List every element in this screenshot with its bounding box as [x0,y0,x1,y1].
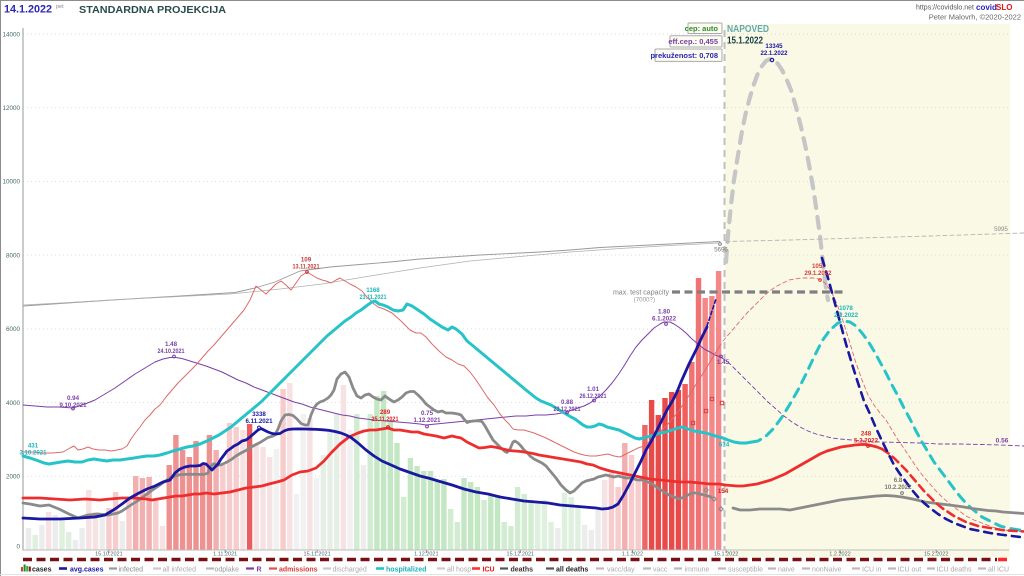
svg-text:1.11.2021: 1.11.2021 [213,552,237,558]
svg-text:discharged: discharged [333,567,367,574]
svg-text:15.11.2021: 15.11.2021 [304,552,331,558]
svg-text:431: 431 [28,443,39,450]
svg-text:NAPOVED: NAPOVED [727,24,769,35]
svg-text:22.1.2022: 22.1.2022 [761,50,789,57]
svg-text:all hosp.: all hosp. [447,567,473,574]
svg-text:1.80: 1.80 [658,309,671,316]
svg-text:23.12.2021: 23.12.2021 [554,406,581,413]
svg-text:vacc/day: vacc/day [607,567,635,574]
svg-text:5995: 5995 [994,226,1008,233]
svg-text:0.88: 0.88 [561,399,574,406]
svg-text:105.: 105. [812,263,824,270]
svg-text:Peter Malovrh, ©2020-2022: Peter Malovrh, ©2020-2022 [929,13,1021,22]
svg-text:hospitalized: hospitalized [386,567,426,574]
svg-text:10.2.2022: 10.2.2022 [885,484,913,491]
svg-text:9.10.2021: 9.10.2021 [60,402,88,409]
svg-text:514: 514 [719,442,730,449]
svg-text:8000: 8000 [6,252,21,259]
svg-text:23.11.2021: 23.11.2021 [360,294,387,301]
svg-text:3338: 3338 [252,411,266,418]
svg-text:1078: 1078 [839,305,853,312]
svg-text:15.12.2021: 15.12.2021 [507,552,535,558]
svg-text:15.1.2022: 15.1.2022 [727,36,763,47]
svg-text:cases: cases [32,567,52,574]
svg-text:https://covidslo.net: https://covidslo.net [916,5,974,12]
svg-text:susceptible: susceptible [728,567,763,574]
svg-text:all deaths: all deaths [556,567,588,574]
svg-text:naive: naive [778,567,795,574]
svg-text:vacc: vacc [653,567,668,574]
svg-text:admissions: admissions [279,567,318,574]
svg-text:1.01: 1.01 [587,386,600,393]
svg-text:4000: 4000 [6,400,21,407]
svg-text:0: 0 [16,544,20,551]
svg-text:109: 109 [301,257,312,264]
svg-text:15.10.2021: 15.10.2021 [95,552,123,558]
svg-text:2000: 2000 [6,474,21,481]
svg-text:1168: 1168 [366,287,380,294]
svg-text:odplake: odplake [215,567,240,574]
svg-text:154: 154 [718,488,729,495]
svg-text:6.11.2021: 6.11.2021 [246,418,274,425]
svg-text:1.12.2021: 1.12.2021 [414,552,438,558]
svg-text:ICU deaths: ICU deaths [937,567,973,574]
svg-text:12000: 12000 [2,105,20,112]
svg-text:prekuženost: 0,708: prekuženost: 0,708 [650,51,718,60]
svg-text:all infected: all infected [163,567,197,574]
svg-text:(7000?): (7000?) [634,297,655,304]
svg-text:5696: 5696 [714,247,728,254]
svg-text:ICU out: ICU out [898,567,922,574]
svg-text:24.10.2021: 24.10.2021 [158,348,185,355]
svg-text:1.48: 1.48 [165,341,178,348]
svg-text:R: R [257,567,262,574]
svg-text:29.1.2022: 29.1.2022 [805,270,833,277]
svg-text:ICU: ICU [483,567,495,574]
svg-text:infected: infected [119,567,144,574]
svg-text:all ICU: all ICU [988,567,1009,574]
svg-text:26.12.2021: 26.12.2021 [580,393,607,400]
svg-text:pet: pet [56,4,64,10]
svg-text:avg.cases: avg.cases [70,567,104,574]
svg-text:6.1.2022: 6.1.2022 [652,316,677,323]
svg-text:1.45: 1.45 [717,359,730,366]
svg-text:0.56: 0.56 [996,438,1009,445]
svg-text:3.10.2021: 3.10.2021 [20,450,48,457]
svg-text:nonNaive: nonNaive [812,567,842,574]
svg-text:13.11.2021: 13.11.2021 [293,264,320,271]
svg-text:13345: 13345 [765,43,783,50]
svg-text:5.2.2022: 5.2.2022 [854,438,879,445]
svg-text:max. test capacity: max. test capacity [613,290,670,297]
svg-text:2.2.2022: 2.2.2022 [834,312,859,319]
svg-text:6.8: 6.8 [894,477,903,484]
svg-text:0.75: 0.75 [421,410,434,417]
svg-text:ICU in: ICU in [862,567,882,574]
svg-text:14000: 14000 [2,31,20,38]
svg-text:1.1.2022: 1.1.2022 [622,552,643,558]
svg-text:248: 248 [861,431,872,438]
svg-text:covid: covid [976,3,997,12]
svg-text:immune: immune [685,567,710,574]
svg-text:SLO: SLO [996,3,1012,12]
svg-text:cep: auto: cep: auto [685,24,719,33]
svg-text:15.1.2022: 15.1.2022 [714,552,738,558]
svg-text:10000: 10000 [2,179,20,186]
svg-text:25.11.2021: 25.11.2021 [372,416,399,423]
svg-text:289: 289 [380,409,391,416]
svg-text:eff.cep.: 0,455: eff.cep.: 0,455 [668,37,718,46]
svg-text:deaths: deaths [511,567,534,574]
svg-text:14.1.2022: 14.1.2022 [4,4,52,16]
svg-text:15.2.2022: 15.2.2022 [924,552,948,558]
svg-text:6000: 6000 [6,326,21,333]
svg-text:1.12.2021: 1.12.2021 [414,417,442,424]
svg-text:0.94: 0.94 [67,395,80,402]
svg-text:1.2.2022: 1.2.2022 [829,552,850,558]
svg-text:STANDARDNA PROJEKCIJA: STANDARDNA PROJEKCIJA [79,5,226,16]
